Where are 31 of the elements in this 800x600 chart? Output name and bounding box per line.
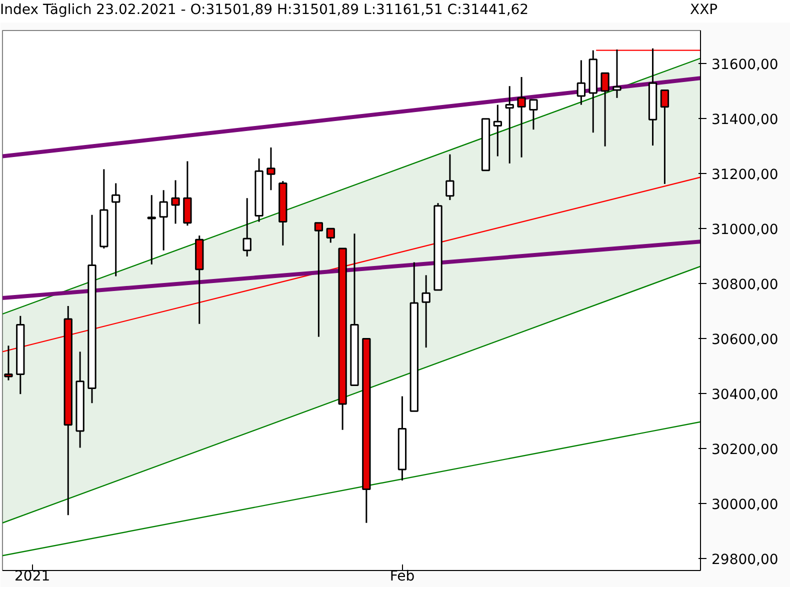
y-tick-label: 30000,00 <box>712 497 778 514</box>
y-tick-label: 30200,00 <box>712 442 778 458</box>
text: XXP <box>690 1 718 20</box>
candlestick <box>576 59 586 106</box>
candlestick <box>612 48 622 99</box>
candlestick <box>112 182 120 278</box>
candlestick <box>660 90 670 185</box>
candlestick <box>242 197 252 258</box>
y-tick-label: 31200,00 <box>712 166 778 183</box>
candlestick <box>493 104 502 158</box>
candlestick <box>159 189 168 252</box>
candlestick <box>266 146 276 191</box>
candlestick <box>422 274 430 348</box>
y-tick-label: 29800,00 <box>712 552 778 568</box>
candlestick <box>446 154 454 201</box>
y-tick-label: 30400,00 <box>712 387 778 404</box>
y-tick-label: 31400,00 <box>712 112 778 128</box>
candlestick <box>4 344 13 382</box>
candlestick <box>314 222 324 338</box>
y-tick-label: 31000,00 <box>712 222 778 238</box>
y-tick-label: 30600,00 <box>712 332 778 348</box>
candlestick <box>147 194 156 266</box>
chart-title: Index Täglich 23.02.2021 - O:31501,89 H:31501,89 L:31161,51 C:31441,62 <box>0 1 529 20</box>
candlestick <box>529 99 538 130</box>
candlestick <box>600 72 610 148</box>
candlestick <box>505 85 514 164</box>
y-tick-label: 30800,00 <box>712 276 778 293</box>
candlestick <box>171 179 180 224</box>
y-tick-label: 31600,00 <box>712 56 778 73</box>
candlestick <box>326 228 335 244</box>
candlestick <box>517 76 526 158</box>
